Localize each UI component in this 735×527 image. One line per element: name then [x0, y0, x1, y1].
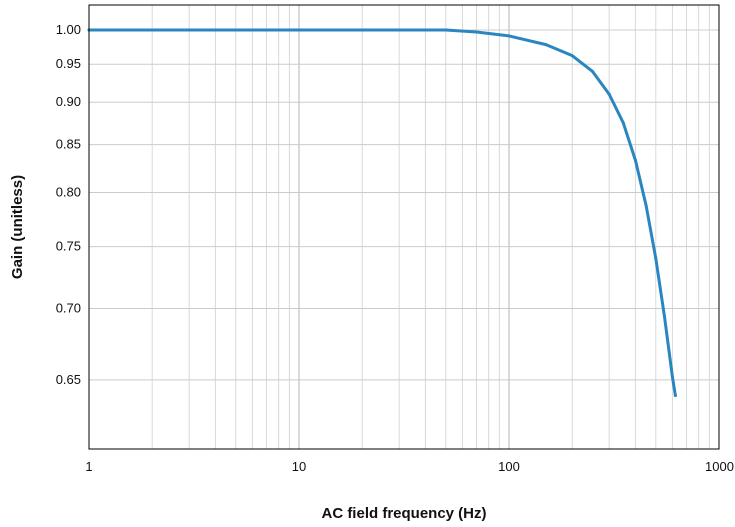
- gain-curve-point: [607, 92, 611, 96]
- y-tick-label: 0.65: [56, 372, 81, 387]
- gain-curve-point: [654, 256, 658, 260]
- x-tick-label: 10: [292, 459, 306, 474]
- gain-curve-point: [360, 28, 364, 32]
- gain-curve-point: [591, 69, 595, 73]
- x-axis-title: AC field frequency (Hz): [321, 505, 486, 522]
- y-tick-label: 1.00: [56, 22, 81, 37]
- gain-curve-point: [474, 30, 478, 34]
- y-tick-label: 0.75: [56, 239, 81, 254]
- gain-curve-point: [633, 158, 637, 162]
- gain-curve-point: [670, 375, 674, 379]
- y-axis-title: Gain (unitless): [9, 175, 26, 279]
- x-tick-labels: 1 10 100 1000: [85, 459, 734, 474]
- gain-curve-point: [621, 121, 625, 125]
- gain-curve-point: [644, 204, 648, 208]
- gain-curve-point: [673, 394, 677, 398]
- plot-frame: [88, 4, 720, 450]
- y-tick-label: 0.85: [56, 137, 81, 152]
- x-tick-label: 1: [85, 459, 92, 474]
- series-layer: [87, 28, 677, 398]
- y-tick-label: 0.80: [56, 184, 81, 199]
- gain-curve-point: [444, 28, 448, 32]
- gain-curve-point: [507, 34, 511, 38]
- x-tick-label: 100: [498, 459, 520, 474]
- gain-curve-point: [662, 315, 666, 319]
- y-tick-labels: 1.00 0.95 0.90 0.85 0.80 0.75 0.70 0.65: [56, 22, 81, 387]
- gain-curve-point: [570, 54, 574, 58]
- y-tick-label: 0.95: [56, 56, 81, 71]
- gain-curve: [87, 28, 677, 398]
- x-tick-label: 1000: [705, 459, 734, 474]
- y-tick-label: 0.90: [56, 94, 81, 109]
- grid: [88, 5, 720, 449]
- y-tick-label: 0.70: [56, 301, 81, 316]
- gain-curve-point: [544, 43, 548, 47]
- gain-curve-point: [297, 28, 301, 32]
